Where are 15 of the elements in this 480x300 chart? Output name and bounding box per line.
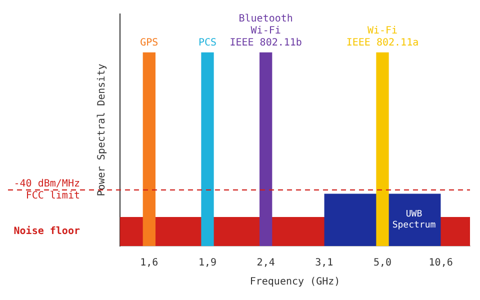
x-tick-label: 1,6 [140,258,158,269]
x-tick-label: 3,1 [315,258,334,269]
x-tick-label: 2,4 [256,258,275,269]
text: Bluetooth Wi-Fi IEEE 802.11b [230,13,302,48]
x-tick-label: 1,9 [198,258,217,269]
series-label: Wi-Fi IEEE 802.11a [346,25,419,48]
x-tick-label: 10,6 [428,258,453,269]
x-axis-title: Frequency (GHz) [250,276,340,288]
band-label: Noise floor [14,225,80,238]
series-label: PCS [198,37,217,48]
x-tick-label: 5,0 [373,258,392,269]
series-label: GPS [140,37,158,48]
y-axis-title: Power Spectral Density [96,64,108,196]
ref-line-label: -40 dBm/MHz FCC limit [14,178,80,202]
series-label: UWB Spectrum [392,210,436,231]
